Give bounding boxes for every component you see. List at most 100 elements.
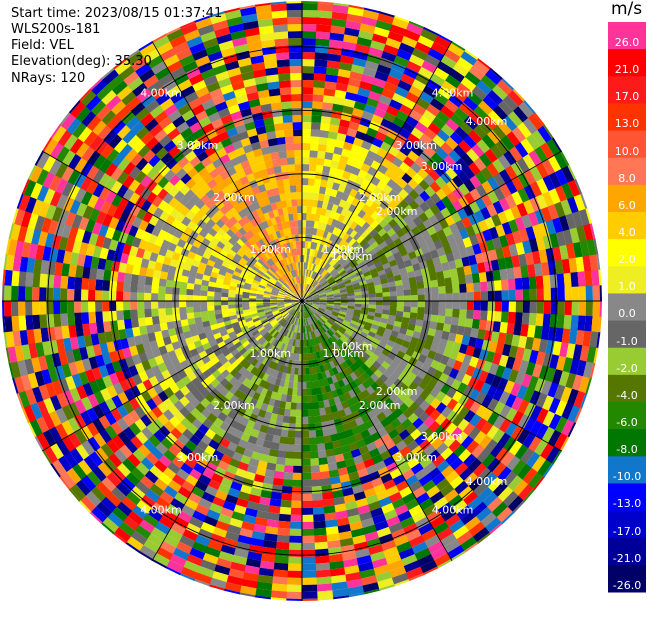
velocity-gate	[167, 479, 182, 493]
velocity-gate	[67, 431, 82, 449]
velocity-gate	[80, 424, 94, 441]
velocity-gate	[349, 345, 357, 354]
velocity-gate	[324, 224, 332, 232]
velocity-gate	[39, 272, 48, 288]
velocity-gate	[176, 47, 193, 61]
velocity-gate	[464, 318, 474, 329]
velocity-gate	[421, 60, 438, 74]
velocity-gate	[226, 364, 235, 374]
velocity-gate	[289, 521, 302, 529]
velocity-gate	[317, 3, 334, 12]
velocity-gate	[516, 385, 528, 400]
velocity-gate	[529, 390, 541, 406]
velocity-gate	[333, 342, 340, 350]
velocity-gate	[352, 361, 361, 370]
velocity-gate	[55, 161, 69, 179]
velocity-gate	[270, 295, 278, 299]
velocity-gate	[450, 162, 464, 176]
velocity-gate	[33, 327, 43, 344]
velocity-gate	[232, 324, 241, 332]
velocity-gate	[360, 264, 368, 271]
velocity-gate	[349, 71, 364, 81]
velocity-gate	[206, 373, 216, 384]
velocity-gate	[107, 74, 124, 90]
velocity-gate	[434, 263, 443, 273]
velocity-gate	[303, 290, 306, 298]
velocity-gate	[309, 374, 315, 382]
velocity-gate	[219, 153, 231, 165]
velocity-gate	[302, 52, 316, 60]
velocity-gate	[252, 523, 267, 534]
velocity-gate	[486, 203, 498, 218]
velocity-gate	[347, 308, 355, 313]
velocity-gate	[458, 486, 474, 501]
velocity-gate	[338, 438, 349, 447]
velocity-gate	[130, 530, 148, 546]
velocity-gate	[515, 301, 523, 314]
velocity-gate	[149, 104, 165, 119]
velocity-gate	[323, 285, 331, 290]
velocity-gate	[252, 444, 263, 454]
velocity-gate	[326, 297, 334, 300]
velocity-gate	[202, 320, 211, 328]
velocity-gate	[239, 64, 254, 74]
velocity-gate	[106, 148, 120, 163]
velocity-gate	[147, 434, 161, 448]
velocity-gate	[452, 199, 464, 212]
velocity-gate	[226, 228, 235, 238]
velocity-gate	[293, 284, 298, 292]
velocity-gate	[335, 340, 343, 348]
velocity-gate	[214, 382, 225, 393]
velocity-gate	[367, 249, 376, 258]
velocity-gate	[151, 308, 159, 317]
velocity-gate	[127, 76, 144, 92]
velocity-gate	[411, 79, 428, 92]
velocity-gate	[359, 355, 368, 364]
velocity-gate	[463, 265, 472, 276]
velocity-gate	[537, 125, 553, 144]
velocity-gate	[165, 157, 178, 170]
velocity-gate	[348, 203, 357, 213]
velocity-gate	[250, 358, 259, 367]
velocity-gate	[78, 346, 89, 360]
velocity-gate	[416, 554, 435, 568]
velocity-gate	[130, 466, 145, 481]
velocity-gate	[363, 104, 377, 115]
velocity-gate	[34, 435, 44, 451]
velocity-gate	[186, 288, 194, 296]
velocity-gate	[358, 30, 375, 41]
velocity-gate	[416, 254, 426, 264]
velocity-gate	[355, 130, 367, 141]
velocity-gate	[525, 226, 536, 241]
velocity-gate	[346, 268, 354, 275]
velocity-gate	[304, 291, 309, 298]
velocity-gate	[270, 202, 278, 211]
velocity-gate	[224, 210, 234, 220]
velocity-gate	[81, 311, 90, 325]
velocity-gate	[325, 74, 339, 83]
velocity-gate	[352, 386, 362, 396]
velocity-gate	[342, 41, 358, 51]
velocity-gate	[377, 326, 386, 333]
velocity-gate	[284, 303, 292, 306]
velocity-gate	[517, 484, 534, 501]
velocity-gate	[63, 133, 79, 151]
velocity-gate	[158, 345, 168, 356]
velocity-gate	[352, 282, 360, 288]
velocity-gate	[375, 490, 389, 501]
velocity-gate	[454, 126, 469, 141]
velocity-gate	[252, 243, 260, 252]
velocity-gate	[29, 418, 43, 437]
velocity-gate	[141, 359, 152, 371]
velocity-gate	[80, 89, 97, 107]
velocity-gate	[229, 314, 238, 321]
velocity-gate	[330, 250, 338, 259]
velocity-gate	[256, 574, 273, 584]
velocity-gate	[497, 120, 513, 136]
velocity-gate	[322, 95, 335, 104]
velocity-gate	[113, 448, 128, 463]
velocity-gate	[178, 338, 188, 348]
velocity-gate	[329, 258, 336, 266]
velocity-gate	[304, 292, 310, 299]
velocity-gate	[426, 225, 437, 236]
